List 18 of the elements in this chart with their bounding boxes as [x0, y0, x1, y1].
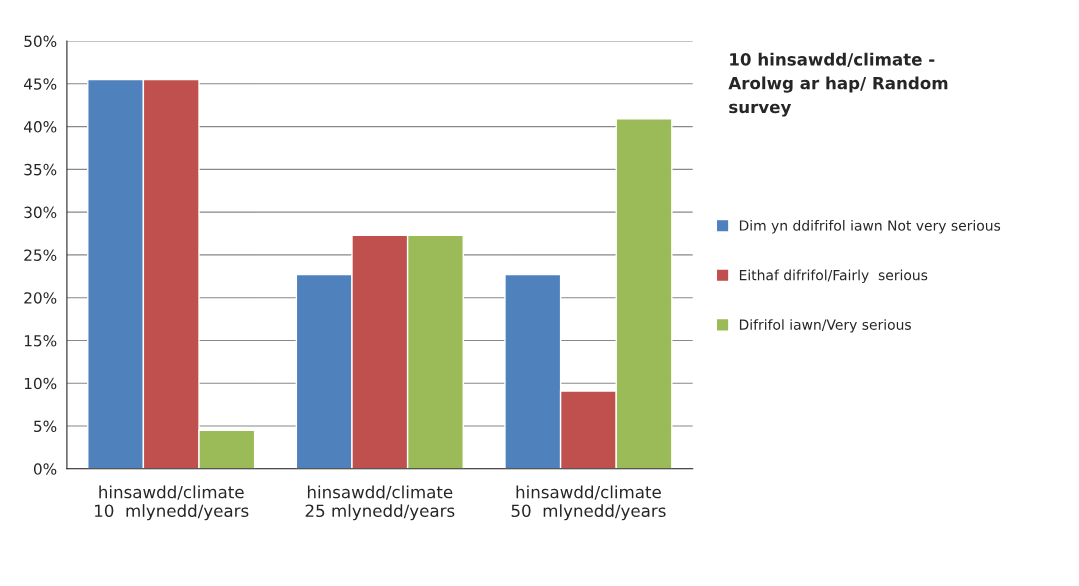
y-tick-label: 20% — [24, 292, 57, 304]
legend-label: Dim yn ddifrifol iawn Not very serious — [739, 220, 1001, 234]
legend-label: Difrifol iawn/Very serious — [739, 319, 911, 333]
y-tick-label: 5% — [34, 420, 57, 433]
text: 10 hinsawdd/climate - Arolwg ar hap/ Random survey — [728, 52, 948, 117]
x-tick-label: hinsawdd/climate 50 mlynedd/years — [511, 485, 666, 521]
y-tick-label: 45% — [23, 78, 57, 90]
y-tick-label: 50% — [24, 35, 57, 48]
y-tick-label: 25% — [24, 249, 57, 261]
y-tick-label: 30% — [24, 206, 57, 219]
x-tick-label: hinsawdd/climate 10 mlynedd/years — [95, 485, 249, 521]
x-tick-label: hinsawdd/climate 25 mlynedd/years — [305, 485, 455, 521]
legend-label: Eithaf difrifol/Fairly serious — [739, 269, 928, 284]
y-tick-label: 40% — [23, 121, 57, 133]
y-tick-label: 35% — [24, 163, 57, 176]
y-tick-label: 15% — [24, 334, 57, 347]
y-tick-label: 0% — [33, 463, 57, 475]
y-tick-label: 10% — [24, 377, 57, 390]
